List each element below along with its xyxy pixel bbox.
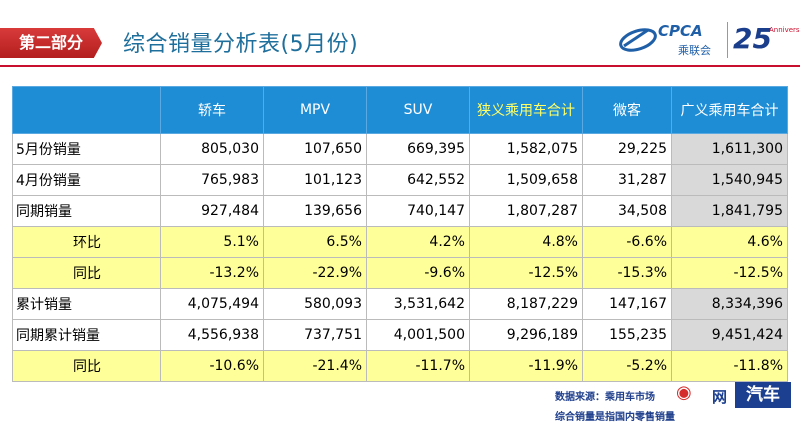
table-cell: -11.7% — [366, 349, 470, 383]
cpca-text: CPCA — [658, 22, 703, 40]
table-cell: 4.6% — [671, 225, 788, 258]
table-cell: 1,582,075 — [469, 132, 583, 165]
table-cell: 765,983 — [160, 163, 264, 196]
table-cell: 1,841,795 — [671, 194, 788, 227]
table-cell: 737,751 — [263, 318, 367, 351]
table-cell: -9.6% — [366, 256, 470, 289]
header-cell: 轿车 — [160, 86, 264, 134]
header-cell: 广义乘用车合计 — [671, 86, 788, 134]
table-row: 同比 -10.6% -21.4% -11.7% -11.9% -5.2% -11… — [12, 349, 788, 383]
table-cell: 669,395 — [366, 132, 470, 165]
table-cell: -21.4% — [263, 349, 367, 383]
table-cell: -15.3% — [582, 256, 672, 289]
table-cell: 4,001,500 — [366, 318, 470, 351]
table-cell: 927,484 — [160, 194, 264, 227]
table-row: 累计销量 4,075,494 580,093 3,531,642 8,187,2… — [12, 287, 788, 320]
sales-table: 轿车 MPV SUV 狭义乘用车合计 微客 广义乘用车合计 5月份销量 805,… — [12, 86, 788, 383]
table-cell: 34,508 — [582, 194, 672, 227]
table-cell: 1,611,300 — [671, 132, 788, 165]
table-cell: 4,556,938 — [160, 318, 264, 351]
anniversary-logo: 25 Anniversary — [733, 18, 800, 62]
table-cell: 9,296,189 — [469, 318, 583, 351]
table-cell: 147,167 — [582, 287, 672, 320]
table-cell: -12.5% — [671, 256, 788, 289]
header-cell — [12, 86, 161, 134]
watermark: ◉ 网 汽车 — [630, 382, 791, 412]
table-cell: -13.2% — [160, 256, 264, 289]
row-label: 同期累计销量 — [12, 318, 161, 351]
header-cell: SUV — [366, 86, 470, 134]
cpca-swoosh-icon — [619, 28, 657, 52]
table-cell: 4.8% — [469, 225, 583, 258]
anniversary-text: Anniversary — [769, 26, 800, 34]
table-cell: -11.9% — [469, 349, 583, 383]
table-cell: 29,225 — [582, 132, 672, 165]
table-cell: 5.1% — [160, 225, 264, 258]
cpca-subtitle: 乘联会 — [678, 44, 711, 57]
table-cell: -6.6% — [582, 225, 672, 258]
watermark-net-text: 网 — [712, 388, 728, 406]
table-cell: 139,656 — [263, 194, 367, 227]
table-cell: -22.9% — [263, 256, 367, 289]
slide-header: 第二部分 综合销量分析表(5月份) CPCA 乘联会 25 Anniversar… — [0, 0, 800, 72]
table-row: 同比 -13.2% -22.9% -9.6% -12.5% -15.3% -12… — [12, 256, 788, 289]
sales-definition-note: 综合销量是指国内零售销量 — [555, 412, 675, 423]
row-label: 同比 — [12, 349, 161, 383]
table-cell: -10.6% — [160, 349, 264, 383]
table-header-row: 轿车 MPV SUV 狭义乘用车合计 微客 广义乘用车合计 — [12, 86, 788, 134]
table-cell: -5.2% — [582, 349, 672, 383]
table-cell: 4,075,494 — [160, 287, 264, 320]
table-cell: 805,030 — [160, 132, 264, 165]
table-row: 同期销量 927,484 139,656 740,147 1,807,287 3… — [12, 194, 788, 227]
table-cell: 155,235 — [582, 318, 672, 351]
page-title: 综合销量分析表(5月份) — [123, 32, 359, 57]
section-tab: 第二部分 — [0, 28, 102, 58]
table-cell: 31,287 — [582, 163, 672, 196]
table-cell: 8,334,396 — [671, 287, 788, 320]
table-cell: 580,093 — [263, 287, 367, 320]
table-row: 4月份销量 765,983 101,123 642,552 1,509,658 … — [12, 163, 788, 196]
table-cell: 642,552 — [366, 163, 470, 196]
table-row: 环比 5.1% 6.5% 4.2% 4.8% -6.6% 4.6% — [12, 225, 788, 258]
table-cell: 3,531,642 — [366, 287, 470, 320]
cpca-logo: CPCA 乘联会 — [618, 20, 723, 60]
table-cell: 1,509,658 — [469, 163, 583, 196]
table-cell: 101,123 — [263, 163, 367, 196]
row-label: 5月份销量 — [12, 132, 161, 165]
table-cell: 1,540,945 — [671, 163, 788, 196]
watermark-car-text: 汽车 — [735, 382, 791, 408]
watermark-logo-icon: ◉ — [676, 382, 692, 403]
table-cell: 1,807,287 — [469, 194, 583, 227]
table-row: 5月份销量 805,030 107,650 669,395 1,582,075 … — [12, 132, 788, 165]
row-label: 4月份销量 — [12, 163, 161, 196]
data-source-note: 数据来源：乘用车市场 — [555, 392, 655, 403]
header-rule — [0, 65, 800, 67]
table-cell: -12.5% — [469, 256, 583, 289]
row-label: 环比 — [12, 225, 161, 258]
table-cell: 9,451,424 — [671, 318, 788, 351]
table-cell: -11.8% — [671, 349, 788, 383]
anniversary-number: 25 — [733, 22, 772, 55]
header-cell: 微客 — [582, 86, 672, 134]
header-cell: MPV — [263, 86, 367, 134]
table-cell: 6.5% — [263, 225, 367, 258]
table-row: 同期累计销量 4,556,938 737,751 4,001,500 9,296… — [12, 318, 788, 351]
header-cell: 狭义乘用车合计 — [469, 86, 583, 134]
table-cell: 8,187,229 — [469, 287, 583, 320]
row-label: 累计销量 — [12, 287, 161, 320]
row-label: 同比 — [12, 256, 161, 289]
logo-divider — [727, 22, 728, 58]
table-cell: 740,147 — [366, 194, 470, 227]
table-cell: 4.2% — [366, 225, 470, 258]
row-label: 同期销量 — [12, 194, 161, 227]
table-cell: 107,650 — [263, 132, 367, 165]
